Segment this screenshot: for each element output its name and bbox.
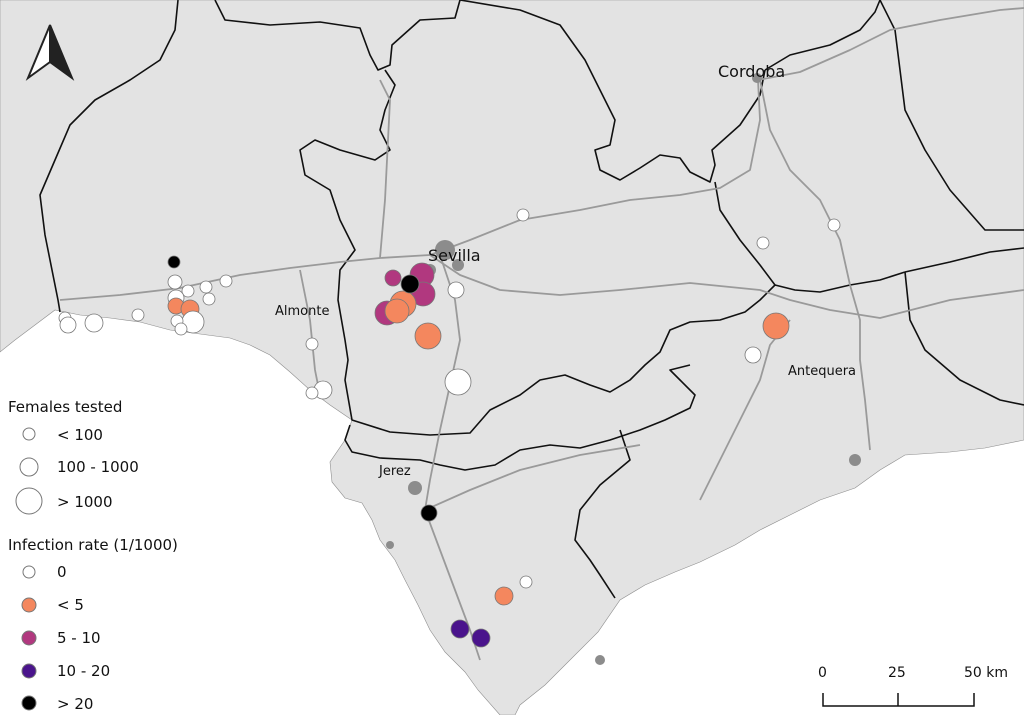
sample-point bbox=[494, 586, 514, 606]
legend-rate-swatch bbox=[21, 630, 37, 646]
legend-rate-item: 0 bbox=[57, 563, 67, 581]
sample-point bbox=[384, 269, 402, 287]
legend-rate-item: > 20 bbox=[57, 695, 93, 713]
legend-rate-swatch bbox=[21, 597, 37, 613]
sample-point bbox=[447, 281, 465, 299]
scale-bar: 0 25 50 km bbox=[818, 665, 1008, 707]
legend-rate-item: 10 - 20 bbox=[57, 662, 110, 680]
sample-point bbox=[420, 504, 438, 522]
sample-point bbox=[131, 308, 145, 322]
sample-point bbox=[174, 322, 188, 336]
sample-point bbox=[400, 274, 420, 294]
legend-size-swatch-small bbox=[22, 427, 36, 441]
legend-size-item: < 100 bbox=[57, 426, 103, 444]
sample-points bbox=[58, 208, 841, 648]
sample-point bbox=[84, 313, 104, 333]
sample-point bbox=[827, 218, 841, 232]
city-label-almonte: Almonte bbox=[275, 304, 329, 319]
sample-point bbox=[744, 346, 762, 364]
city-label-antequera: Antequera bbox=[788, 364, 856, 379]
scale-tick-label: 0 bbox=[818, 665, 827, 681]
legend-size-swatch-large bbox=[15, 487, 43, 515]
sample-point bbox=[756, 236, 770, 250]
city-label-sevilla: Sevilla bbox=[428, 246, 481, 265]
boundaries bbox=[39, 0, 1024, 599]
legend-size-item: > 1000 bbox=[57, 493, 113, 511]
legend-rate-title: Infection rate (1/1000) bbox=[8, 536, 178, 554]
sample-point bbox=[762, 312, 790, 340]
legend-size-swatch-medium bbox=[19, 457, 39, 477]
sample-point bbox=[516, 208, 530, 222]
sample-point bbox=[414, 322, 442, 350]
scale-tick-label: 50 km bbox=[964, 665, 1008, 681]
legend-rate-swatch bbox=[22, 565, 36, 579]
sample-point bbox=[519, 575, 533, 589]
sample-point bbox=[167, 274, 183, 290]
scale-tick-label: 25 bbox=[888, 665, 906, 681]
sample-point bbox=[305, 386, 319, 400]
sample-point bbox=[450, 619, 470, 639]
north-arrow-icon bbox=[25, 24, 75, 81]
sample-point bbox=[167, 255, 181, 269]
legend-rate-swatch bbox=[21, 695, 37, 711]
sample-point bbox=[471, 628, 491, 648]
sample-point bbox=[305, 337, 319, 351]
sample-point bbox=[199, 280, 213, 294]
legend-rate-item: 5 - 10 bbox=[57, 629, 101, 647]
legend-rate-item: < 5 bbox=[57, 596, 84, 614]
sample-point bbox=[219, 274, 233, 288]
legend-size-title: Females tested bbox=[8, 398, 122, 416]
sample-point bbox=[202, 292, 216, 306]
sample-point bbox=[59, 316, 77, 334]
legend-rate-swatch bbox=[21, 663, 37, 679]
sample-point bbox=[181, 284, 195, 298]
legend-size-item: 100 - 1000 bbox=[57, 458, 139, 476]
city-label-cordoba: Cordoba bbox=[718, 62, 785, 81]
sample-point bbox=[384, 298, 410, 324]
road-network bbox=[59, 7, 1024, 661]
city-label-jerez: Jerez bbox=[378, 464, 411, 479]
sample-point bbox=[444, 368, 472, 396]
legend: Females tested < 100 100 - 1000 > 1000 I… bbox=[8, 398, 178, 713]
